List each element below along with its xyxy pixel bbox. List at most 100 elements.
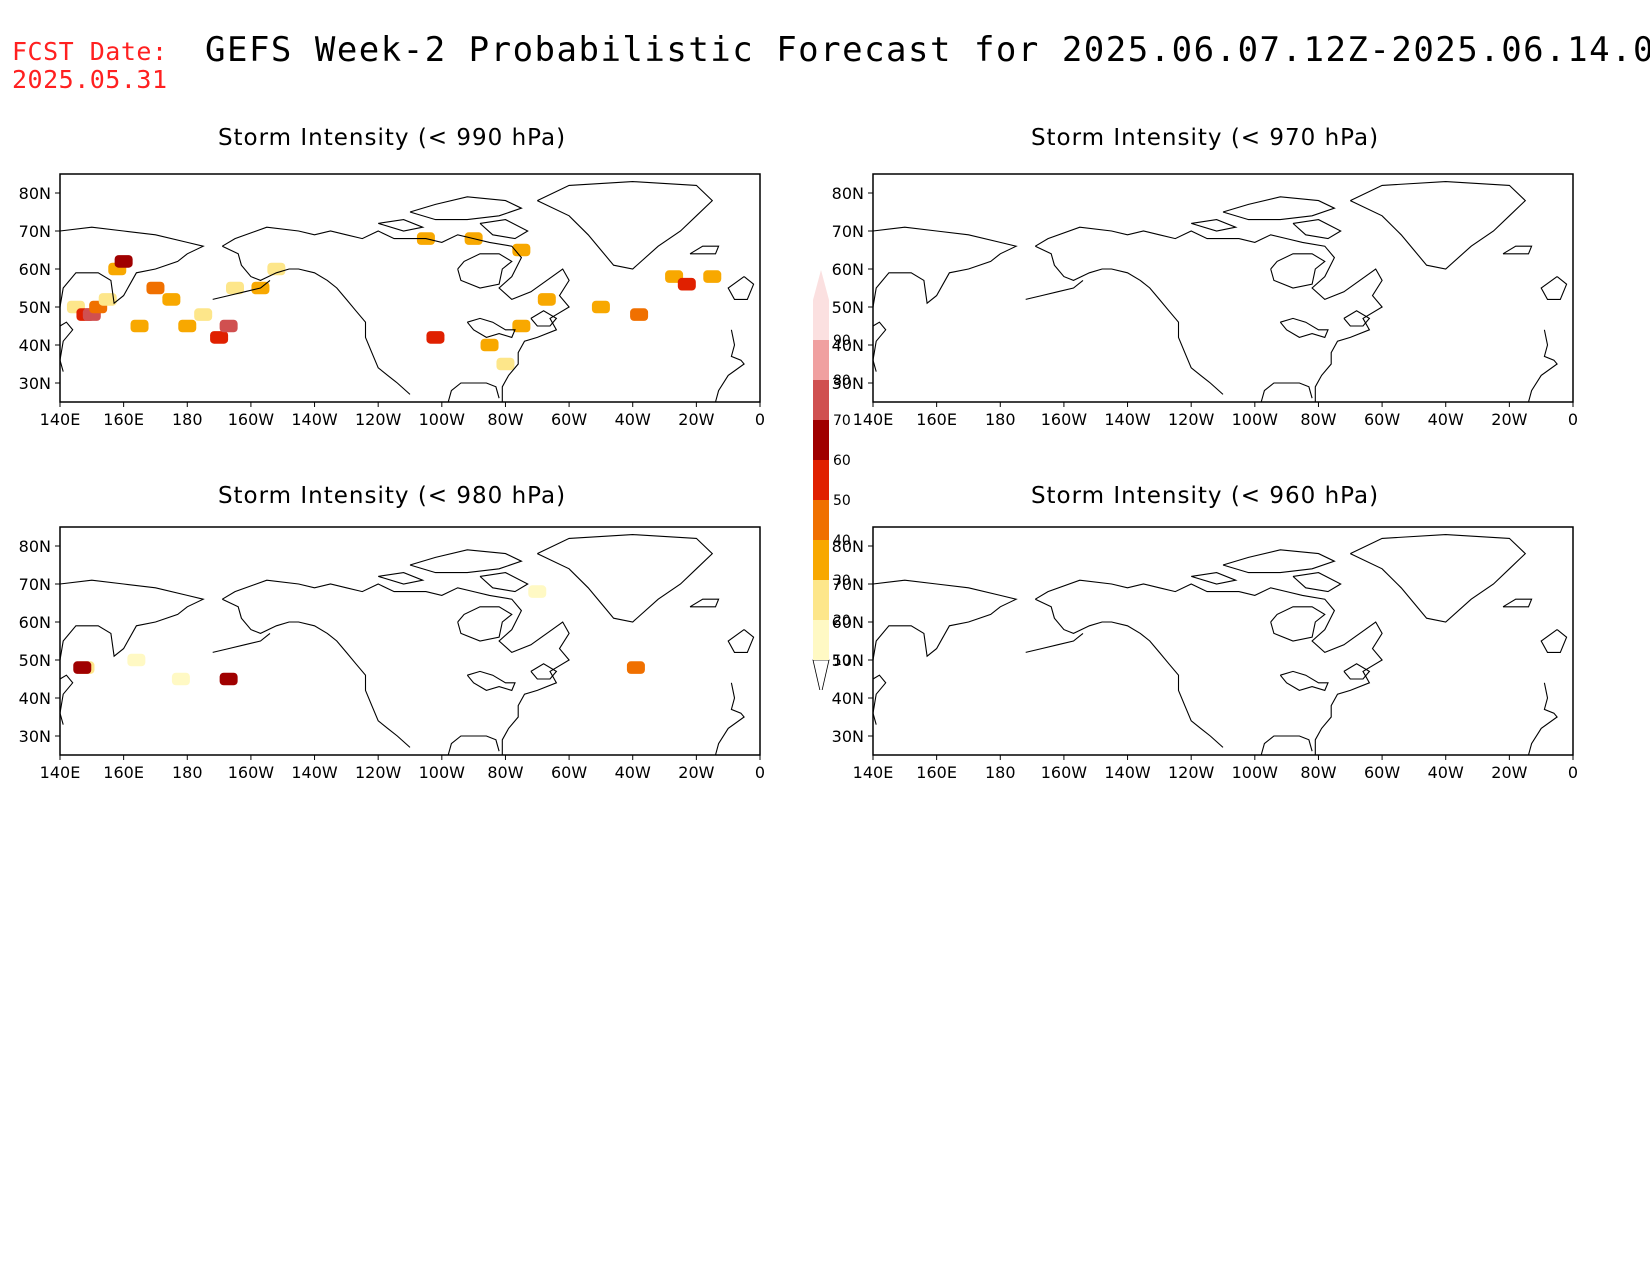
probability-cell	[480, 338, 499, 352]
x-tick-label: 80W	[487, 763, 523, 782]
coastline	[1035, 226, 1383, 402]
y-tick-label: 60N	[19, 260, 51, 279]
coastline	[1527, 329, 1558, 403]
coastlines	[872, 534, 1568, 756]
coastlines	[59, 534, 755, 756]
y-tick-label: 80N	[832, 184, 864, 203]
x-tick-label: 120W	[1168, 763, 1215, 782]
x-tick-label: 20W	[678, 410, 714, 429]
coastlines	[872, 181, 1568, 403]
y-tick-label: 70N	[19, 575, 51, 594]
coastline	[212, 632, 271, 653]
probability-cell	[194, 308, 213, 321]
y-tick-label: 60N	[832, 613, 864, 632]
main-title: GEFS Week-2 Probabilistic Forecast for 2…	[205, 30, 1650, 70]
x-tick-label: 140W	[291, 763, 338, 782]
coastline	[378, 572, 425, 585]
x-tick-label: 140E	[40, 763, 81, 782]
probability-cell	[512, 319, 531, 333]
panel-title-980: Storm Intensity (< 980 hPa)	[217, 483, 567, 509]
y-tick-label: 60N	[19, 613, 51, 632]
coastline	[872, 321, 887, 372]
probability-cell	[178, 319, 197, 333]
coastline	[1279, 317, 1329, 339]
x-tick-label: 40W	[615, 763, 651, 782]
x-tick-label: 20W	[1491, 763, 1527, 782]
colorbar-label: 80	[833, 373, 851, 389]
coastline	[1343, 663, 1371, 680]
coastline	[872, 579, 1018, 661]
coastline	[222, 579, 570, 755]
colorbar-swatch	[813, 460, 829, 500]
x-tick-label: 80W	[487, 410, 523, 429]
coastline	[1540, 276, 1568, 300]
map-panel-970: 140E 160E 180 160W 140W 120W 100W 80W 60W 40W 20W 0…	[832, 173, 1578, 429]
colorbar-low-triangle	[812, 659, 830, 690]
x-tick-label: 140W	[1104, 763, 1151, 782]
coastline	[1035, 245, 1224, 395]
x-tick-label: 80W	[1300, 763, 1336, 782]
y-tick-label: 80N	[19, 184, 51, 203]
coastline	[872, 226, 1018, 308]
y-tick-label: 60N	[832, 260, 864, 279]
y-tick-label: 40N	[19, 336, 51, 355]
coastline	[872, 674, 887, 725]
probability-cell	[171, 672, 190, 686]
probability-cell	[162, 293, 181, 306]
coastline	[479, 572, 529, 593]
probability-cell	[703, 270, 722, 283]
coastline	[1279, 670, 1329, 692]
coastline	[537, 181, 714, 270]
coastline	[1025, 279, 1084, 300]
x-tick-label: 100W	[1232, 410, 1279, 429]
coastline	[466, 670, 516, 692]
probability-cell	[512, 243, 531, 257]
coastline	[727, 629, 755, 653]
coastline	[689, 245, 720, 255]
coastline	[59, 674, 74, 725]
x-tick-label: 20W	[678, 763, 714, 782]
y-tick-label: 30N	[19, 374, 51, 393]
colorbar-swatch	[813, 340, 829, 380]
x-tick-label: 160W	[228, 410, 275, 429]
colorbar-swatch	[813, 540, 829, 580]
x-tick-label: 180	[172, 763, 203, 782]
coastline	[1540, 629, 1568, 653]
coastline	[1035, 598, 1224, 748]
coastline	[212, 279, 271, 300]
coastline	[1502, 245, 1533, 255]
coastline	[537, 534, 714, 623]
coastline	[689, 598, 720, 608]
x-tick-label: 60W	[1364, 410, 1400, 429]
coastline	[466, 317, 516, 339]
map-frame	[872, 526, 1574, 756]
coastline	[714, 329, 745, 403]
coastline	[1260, 382, 1313, 403]
y-tick-label: 40N	[19, 689, 51, 708]
colorbar-swatch	[813, 380, 829, 420]
y-tick-label: 40N	[832, 336, 864, 355]
y-tick-label: 30N	[19, 727, 51, 746]
coastline	[457, 606, 513, 642]
x-tick-label: 160W	[1041, 410, 1088, 429]
coastline	[457, 253, 513, 289]
x-tick-label: 120W	[1168, 410, 1215, 429]
coastline	[409, 549, 523, 574]
coastlines	[59, 181, 755, 403]
y-tick-label: 80N	[19, 537, 51, 556]
probability-cell	[114, 255, 133, 268]
y-tick-label: 50N	[832, 651, 864, 670]
probability-cell	[226, 281, 244, 295]
x-tick-label: 140W	[291, 410, 338, 429]
x-tick-label: 100W	[419, 410, 466, 429]
coastline	[378, 219, 425, 232]
coastline	[1343, 310, 1371, 327]
map-panel-990: 140E 160E 180 160W 140W 120W 100W 80W 60W 40W 20W 0…	[19, 173, 765, 429]
colorbar-label: 30	[833, 573, 851, 589]
x-tick-label: 160E	[916, 763, 957, 782]
colorbar: 10 20 30 40 50 60 70 80 90	[812, 270, 851, 690]
colorbar-label: 60	[833, 453, 851, 469]
colorbar-swatch	[813, 620, 829, 660]
coastline	[59, 226, 205, 308]
x-tick-label: 140E	[853, 410, 894, 429]
